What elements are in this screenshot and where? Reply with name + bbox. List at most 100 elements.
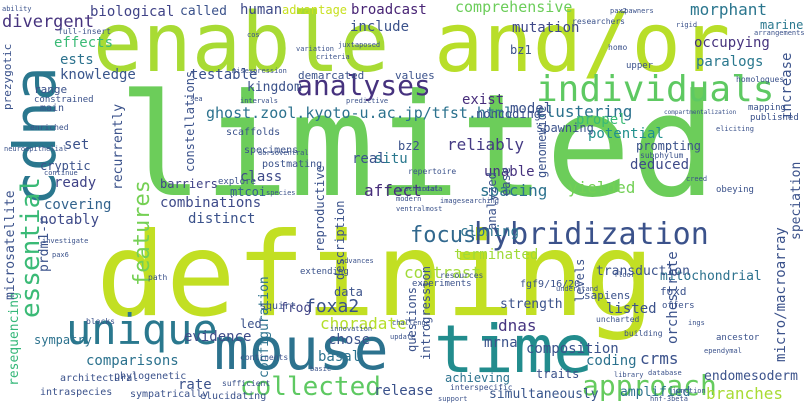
word-basic: basic [310, 365, 332, 373]
word-creed: creed [686, 175, 708, 183]
word-paralogs: paralogs [696, 54, 764, 70]
word-speciation: speciation [789, 161, 804, 240]
word-strength: strength [500, 297, 563, 312]
word-foxd: foxd [660, 285, 687, 298]
word-homologues: homologues [736, 75, 785, 84]
word-deduced: deduced [630, 157, 690, 173]
word-kingdom: kingdom [247, 80, 302, 95]
word-path: path [148, 273, 168, 282]
word-imagesearching: imagesearching [440, 197, 500, 205]
word-features: features [130, 180, 155, 286]
word-eliciting: eliciting [716, 125, 754, 133]
word-full-insert: full-insert [58, 27, 111, 36]
word-enriched: enriched [30, 123, 69, 132]
word-intraspecies: intraspecies [40, 387, 113, 398]
word-sapiens: sapiens [584, 289, 631, 302]
word-prompting: prompting [636, 139, 702, 153]
word-resources: resources [440, 271, 484, 280]
word-investigate: investigate [42, 237, 89, 245]
word-criteria: criteria [316, 53, 350, 61]
word-juxtaposed: juxtaposed [338, 41, 381, 49]
word-affect: affect [364, 181, 422, 200]
word-basal: basal [318, 349, 361, 365]
word-sympatry: sympatry [34, 333, 92, 347]
word-bz2: bz2 [398, 139, 420, 153]
word-range: range [34, 83, 68, 96]
word-ease: ease [499, 167, 513, 196]
word-ready: ready [54, 175, 97, 191]
word-bz1: bz1 [510, 43, 532, 57]
word-composition: composition [526, 341, 619, 357]
word-prezygotic: prezygotic [1, 43, 14, 110]
word-building: building [624, 329, 663, 338]
word-unable: unable [484, 164, 535, 180]
word-real: real [352, 151, 386, 167]
word-elucidating: elucidating [200, 391, 267, 402]
word-compartmentalization: compartmentalization [664, 109, 737, 116]
word-pax2: pax2 [610, 7, 627, 15]
word-researchers: researchers [572, 17, 625, 26]
word-spawning: spawning [536, 121, 594, 135]
word-recurrently: recurrently [111, 103, 126, 190]
word-advances: advances [340, 257, 374, 265]
word-ventralmost: ventralmost [396, 205, 443, 213]
word-fgf9: fgf9/16/20 [520, 279, 581, 290]
word-hnf-3beta: hnf-3beta [650, 395, 688, 403]
word-set: set [64, 137, 90, 153]
word-defining: defining [96, 208, 655, 343]
word-time: time [434, 311, 593, 388]
word-individuals: individuals [536, 69, 775, 110]
word-update: update [390, 333, 416, 341]
word-propel: propel [576, 112, 627, 128]
word-unique: unique [66, 305, 218, 354]
word-testable: testable [190, 67, 258, 83]
word-junction: junction [672, 387, 706, 395]
word-sufficient: sufficient [222, 379, 271, 388]
word-cos: cos [247, 31, 260, 39]
word-crms: crms [640, 349, 679, 368]
word-total: total [418, 185, 440, 193]
word-include: include [350, 19, 410, 35]
word-resequencing: resequencing [7, 292, 22, 386]
word-postmating: postmating [262, 159, 323, 170]
word-scaffolds: scaffolds [226, 127, 281, 138]
word-terminated: terminated [454, 247, 539, 263]
word-combinations: combinations [160, 195, 262, 211]
word-frog: frog [280, 301, 312, 316]
word-approach: approach [582, 369, 717, 402]
word-listed: listed [606, 301, 657, 317]
word-class: class [240, 169, 283, 185]
word-ability: ability [2, 5, 32, 13]
word-branches: branches [706, 384, 784, 403]
word-spawners: spawners [620, 7, 654, 15]
word-ings: ings [688, 319, 705, 327]
word-analyses: analyses [296, 69, 431, 102]
word-contrast: contrast [404, 263, 482, 282]
word-endomesoderm: endomesoderm [704, 369, 798, 384]
word-release: release [374, 383, 434, 399]
word-biological: biological [90, 4, 175, 20]
word-values: values [395, 69, 435, 82]
word-called: called [180, 4, 227, 19]
word-sea: sea [190, 95, 203, 103]
word-extending: extending [300, 267, 349, 277]
word-ancestor: ancestor [716, 333, 760, 343]
word-dorsoventral: dorsoventral [258, 149, 309, 157]
word-achieving: achieving [445, 371, 511, 385]
word-rate: rate [178, 377, 212, 393]
word-spacing: spacing [480, 181, 548, 200]
word-predictive: predictive [346, 97, 389, 105]
word-offers: offers [662, 301, 695, 311]
word-data: data [334, 285, 363, 299]
word-hybridization: hybridization [474, 217, 709, 252]
word-cryptic: cryptic [40, 159, 91, 173]
word-reliably: reliably [447, 135, 525, 154]
word-distinct: distinct [188, 211, 256, 227]
word-ests: ests [60, 52, 94, 68]
word-model: model [510, 101, 553, 117]
word-focus: focus [410, 223, 477, 248]
word-mapping: mapping [748, 103, 786, 113]
word-evidence: evidence [184, 329, 252, 345]
word-mitochondrial: mitochondrial [660, 269, 762, 284]
